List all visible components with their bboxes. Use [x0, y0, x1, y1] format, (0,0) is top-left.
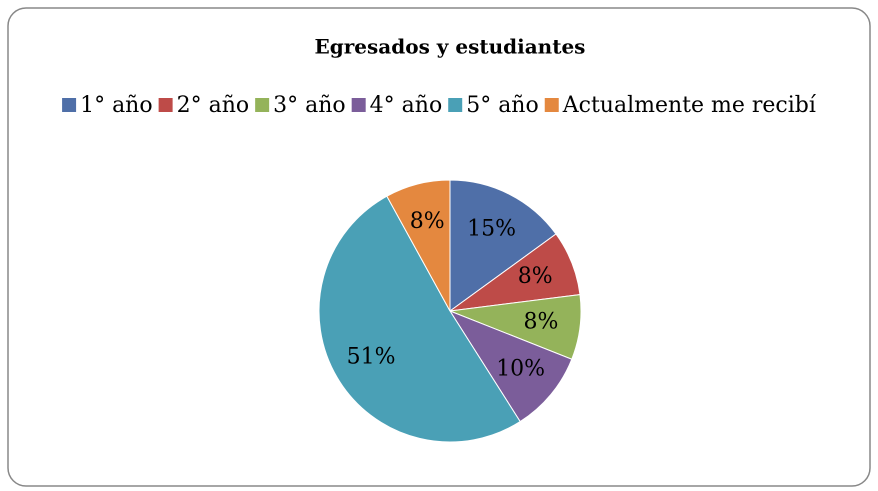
pie-slice	[449, 179, 557, 312]
legend-swatch	[448, 98, 463, 112]
slice-label: 10%	[496, 356, 545, 381]
legend-label: 3° año	[273, 93, 346, 118]
legend-swatch	[255, 98, 270, 112]
pie-slice	[386, 179, 451, 312]
pie-slice	[318, 195, 521, 443]
slice-label: 8%	[518, 264, 553, 289]
legend-label: 5° año	[466, 93, 539, 118]
legend-label: 4° año	[370, 93, 443, 118]
legend-swatch	[62, 98, 77, 112]
slice-label: 15%	[467, 216, 516, 241]
legend-label: 1° año	[80, 93, 153, 118]
legend-swatch	[544, 98, 559, 112]
legend-swatch	[158, 98, 173, 112]
slice-label: 51%	[347, 345, 396, 370]
slice-label: 8%	[410, 209, 445, 234]
legend-label: Actualmente me recibí	[562, 93, 817, 118]
pie-slice	[448, 309, 573, 423]
slice-label: 8%	[524, 309, 559, 334]
legend-swatch	[351, 98, 366, 112]
legend-label: 2° año	[177, 93, 250, 118]
chart-title: Egresados y estudiantes	[315, 35, 586, 59]
